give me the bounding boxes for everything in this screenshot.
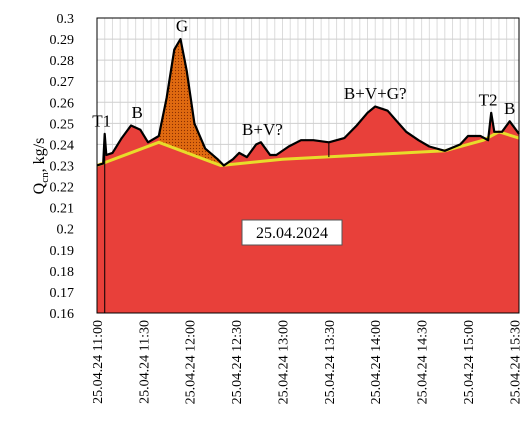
annotation-label: T2 xyxy=(479,90,498,109)
x-tick-label: 25.04.24 14:30 xyxy=(416,320,431,404)
date-label-box: 25.04.2024 xyxy=(241,219,343,246)
y-tick-label: 0.2 xyxy=(57,223,75,238)
annotation-label: B xyxy=(132,103,143,122)
x-tick-label: 25.04.24 11:30 xyxy=(137,320,152,404)
y-tick-label: 0.16 xyxy=(50,307,75,322)
x-tick-label: 25.04.24 14:00 xyxy=(369,320,384,404)
x-tick-label: 25.04.24 11:00 xyxy=(91,320,106,404)
y-tick-label: 0.23 xyxy=(50,160,75,175)
y-tick-label: 0.21 xyxy=(50,202,75,217)
area-main xyxy=(97,39,519,313)
x-tick-label: 25.04.24 15:30 xyxy=(508,320,523,404)
y-tick-label: 0.18 xyxy=(50,265,75,280)
y-axis-label: Qcn, kg/s xyxy=(31,138,51,195)
y-tick-label: 0.22 xyxy=(50,181,75,196)
date-label-frame xyxy=(241,219,343,246)
x-tick-label: 25.04.24 13:00 xyxy=(277,320,292,404)
y-tick-label: 0.3 xyxy=(57,12,75,27)
y-tick-label: 0.17 xyxy=(50,286,75,301)
y-axis-label-main: Q xyxy=(31,182,48,194)
plot-border xyxy=(96,17,520,314)
annotation-label: B+V+G? xyxy=(344,84,407,103)
x-tick-label: 25.04.24 12:30 xyxy=(230,320,245,404)
y-tick-label: 0.28 xyxy=(50,54,75,69)
y-tick-label: 0.25 xyxy=(50,117,75,132)
y-tick-label: 0.27 xyxy=(50,75,75,90)
annotation-label: G xyxy=(176,17,188,36)
annotations: T1 B G B+V? B+V+G? T2 B xyxy=(92,17,515,139)
date-label: 25.04.2024 xyxy=(256,225,328,242)
y-axis-label-rest: , kg/s xyxy=(31,138,48,173)
area-layer xyxy=(97,39,519,313)
annotation-label: B+V? xyxy=(242,120,283,139)
y-tick-label: 0.26 xyxy=(50,96,75,111)
y-axis-ticks: 0.16 0.17 0.18 0.19 0.2 0.21 0.22 0.23 0.24 0.25 0… xyxy=(50,12,75,322)
series-line-total xyxy=(96,37,520,167)
y-axis-label-sub: cn xyxy=(39,172,51,183)
line-layer xyxy=(96,37,520,313)
annotation-label: B xyxy=(504,99,515,118)
annotation-label: T1 xyxy=(92,112,111,131)
plot-frame xyxy=(96,17,520,314)
x-tick-label: 25.04.24 15:00 xyxy=(462,320,477,404)
x-tick-label: 25.04.24 12:00 xyxy=(184,320,199,404)
area-peak xyxy=(158,39,221,166)
y-tick-label: 0.19 xyxy=(50,244,75,259)
x-tick-label: 25.04.24 13:30 xyxy=(323,320,338,404)
series-line-baseline xyxy=(96,130,520,167)
x-axis-ticks: 25.04.24 11:00 25.04.24 11:30 25.04.24 12:… xyxy=(91,320,523,404)
y-tick-label: 0.24 xyxy=(50,138,75,153)
y-tick-label: 0.29 xyxy=(50,33,75,48)
